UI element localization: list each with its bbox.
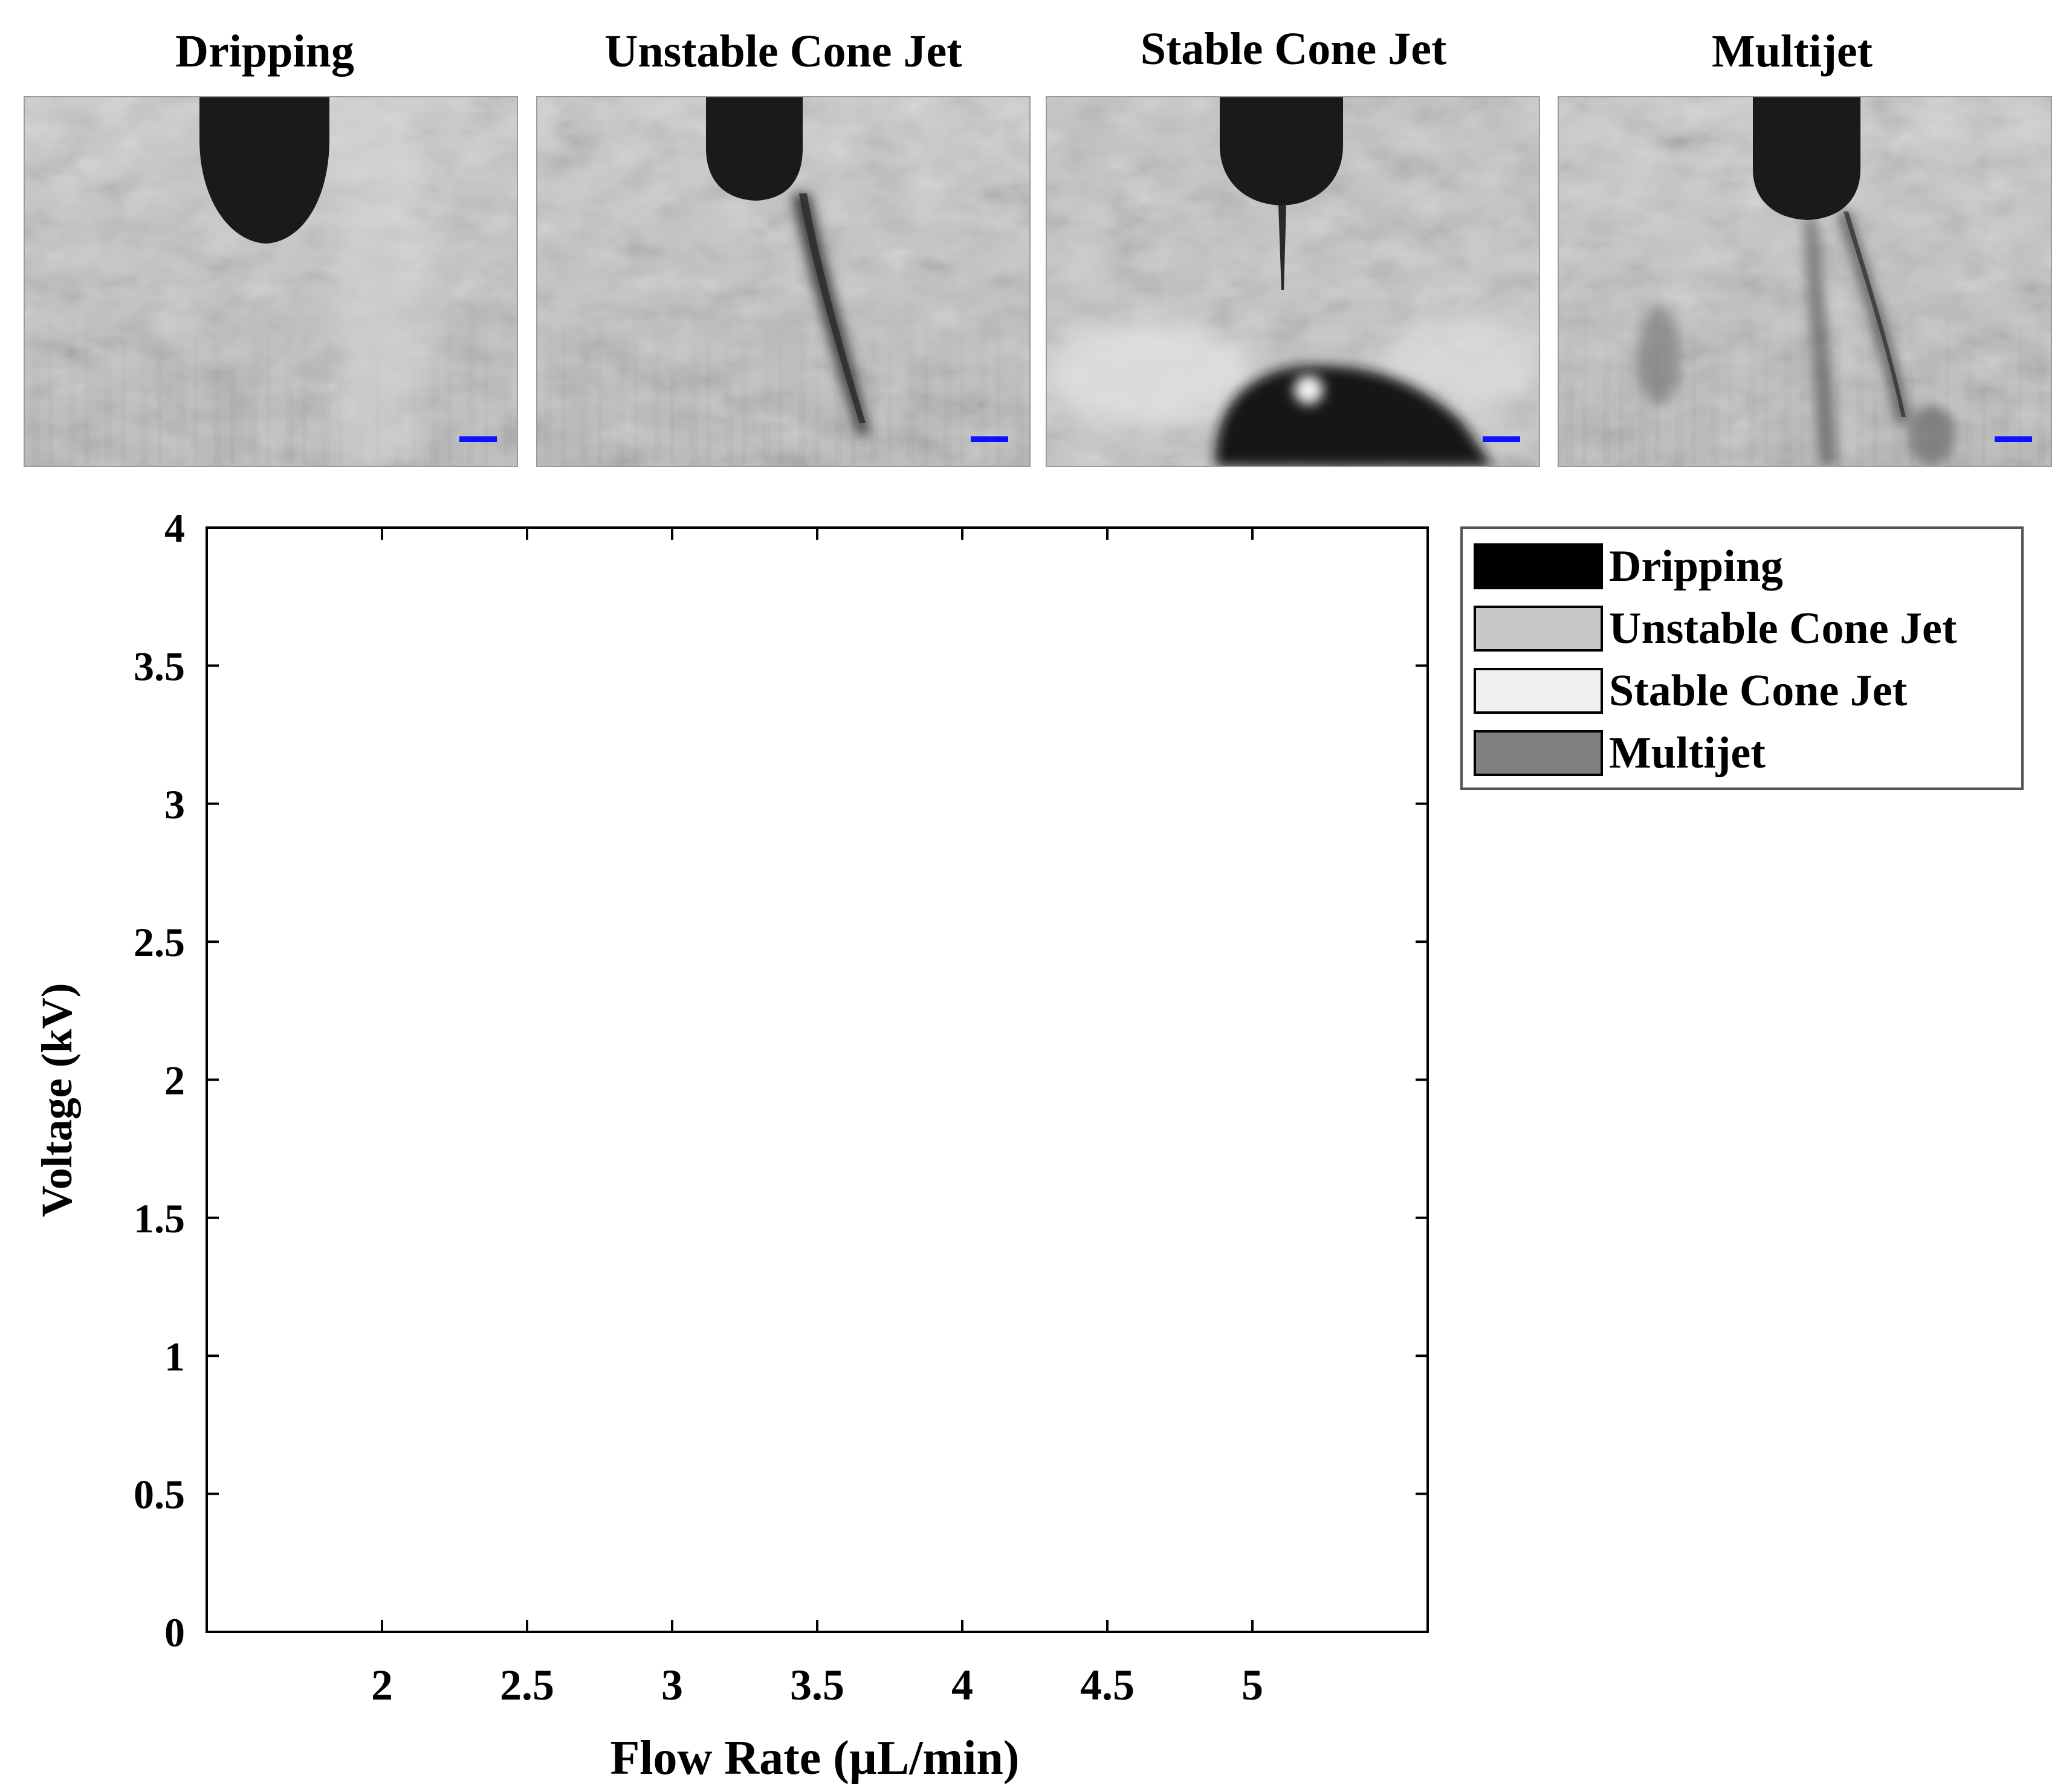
photo-strip: Dripping Unstable Cone Jet Stable Cone J…	[24, 24, 2052, 467]
y-tick-label: 4	[164, 505, 185, 551]
y-tick-label: 1.5	[134, 1195, 185, 1241]
multijet-photo	[1558, 97, 2051, 467]
panel-title-multijet: Multijet	[1712, 26, 1873, 77]
x-tick-label: 4	[951, 1661, 973, 1709]
scale-bar	[459, 436, 497, 442]
legend-swatch-unstable-cone-jet	[1474, 606, 1603, 652]
x-tick-label: 2	[371, 1661, 393, 1709]
legend-label-multijet: Multijet	[1609, 728, 1766, 778]
droplet-shape	[199, 97, 329, 244]
nozzle-shape	[1753, 97, 1860, 220]
x-tick-label: 5	[1242, 1661, 1263, 1709]
y-tick-label: 2.5	[134, 919, 185, 965]
y-axis-label: Voltage (kV)	[33, 983, 81, 1217]
panel-title-dripping: Dripping	[175, 26, 354, 77]
plot-area	[207, 528, 1428, 1632]
x-tick-label: 2.5	[500, 1661, 554, 1709]
y-tick-label: 3.5	[134, 643, 185, 689]
nozzle-shape	[1220, 97, 1343, 205]
panel-title-unstable-cone-jet: Unstable Cone Jet	[604, 26, 962, 77]
y-tick-label: 0	[164, 1609, 185, 1655]
legend-swatch-stable-cone-jet	[1474, 668, 1603, 714]
unstable-cone-jet-photo	[537, 97, 1030, 467]
y-tick-label: 2	[164, 1058, 185, 1104]
legend-swatch-dripping	[1474, 543, 1603, 589]
substrate-shadow	[1215, 365, 1493, 467]
legend-label-dripping: Dripping	[1609, 542, 1783, 591]
x-tick-label: 4.5	[1080, 1661, 1135, 1709]
nozzle-shape	[706, 97, 803, 201]
y-tick-label: 3	[164, 781, 185, 827]
x-tick-label: 3.5	[790, 1661, 844, 1709]
stable-cone-jet-photo	[1046, 97, 1539, 467]
legend-label-unstable-cone-jet: Unstable Cone Jet	[1609, 604, 1957, 653]
y-tick-label: 1	[164, 1333, 185, 1379]
legend: Dripping Unstable Cone Jet Stable Cone Jet…	[1460, 526, 2024, 790]
x-tick-label: 3	[661, 1661, 683, 1709]
panel-title-stable-cone-jet: Stable Cone Jet	[1141, 24, 1447, 74]
axes: 0 0.5 1 1.5 2 2.5 3 3.5 4 2 2.5 3 3.5 4 4.5 5	[134, 505, 1429, 1709]
legend-label-stable-cone-jet: Stable Cone Jet	[1609, 666, 1908, 716]
x-axis-label: Flow Rate (µL/min)	[610, 1732, 1019, 1785]
y-tick-label: 0.5	[134, 1472, 185, 1518]
dripping-photo	[24, 97, 517, 467]
legend-swatch-multijet	[1474, 730, 1603, 776]
stacked-bar-chart: Voltage (kV) Flow Rate (µL/min) 0 0.5 1 1.5…	[33, 505, 2024, 1785]
